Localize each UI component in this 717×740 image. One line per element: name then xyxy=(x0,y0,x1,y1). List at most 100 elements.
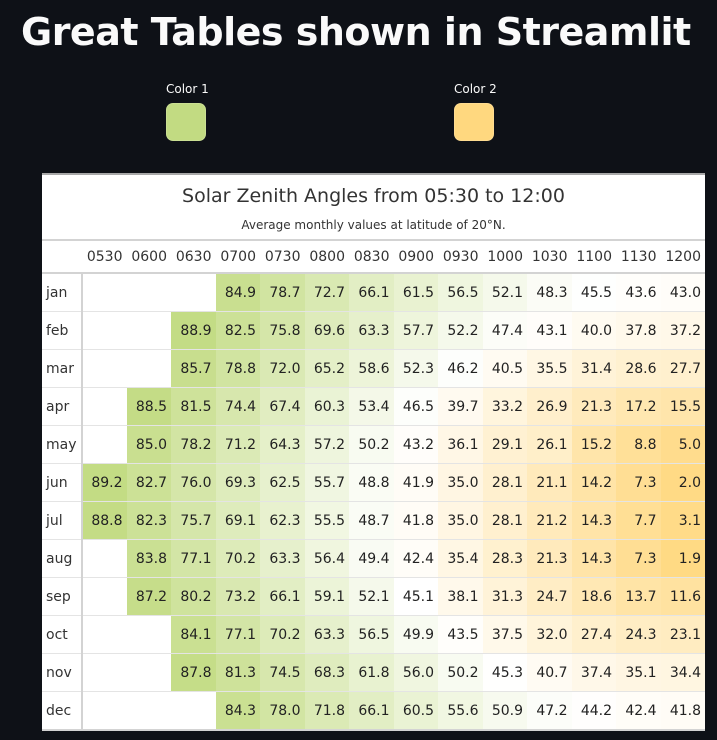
table-cell: 24.7 xyxy=(527,577,572,616)
table-cell: 35.4 xyxy=(438,539,483,578)
table-cell: 38.1 xyxy=(438,577,483,616)
table-title: Solar Zenith Angles from 05:30 to 12:00 xyxy=(182,185,565,207)
table-row: nov 87.8 81.3 74.5 68.3 61.8 56.0 50.2 45.3 40.7 3… xyxy=(42,653,705,692)
table-cell xyxy=(82,577,127,616)
table-cell: 75.8 xyxy=(260,311,305,350)
table-cell: 15.2 xyxy=(571,425,616,464)
table-cell: 71.8 xyxy=(304,691,349,731)
table-cell: 36.1 xyxy=(438,425,483,464)
column-header: 0900 xyxy=(393,241,438,274)
table-cell: 40.5 xyxy=(482,349,527,388)
row-label: mar xyxy=(42,349,83,388)
table-cell: 82.5 xyxy=(215,311,260,350)
table-cell: 62.3 xyxy=(260,501,305,540)
table-cell: 82.7 xyxy=(126,463,171,502)
table-cell: 28.1 xyxy=(482,463,527,502)
table-cell: 69.3 xyxy=(215,463,260,502)
column-header: 1200 xyxy=(660,241,705,274)
color-picker-2-swatch[interactable] xyxy=(454,103,494,141)
table-cell: 56.5 xyxy=(349,615,394,654)
table-cell: 55.7 xyxy=(304,463,349,502)
table-cell: 48.3 xyxy=(527,273,572,312)
table-cell: 37.8 xyxy=(616,311,661,350)
table-cell xyxy=(82,615,127,654)
table-cell: 85.7 xyxy=(171,349,216,388)
column-header: 1030 xyxy=(527,241,572,274)
table-cell xyxy=(171,691,216,731)
table-cell: 21.2 xyxy=(527,501,572,540)
table-cell: 37.2 xyxy=(660,311,705,350)
table-cell: 45.3 xyxy=(482,653,527,692)
table-cell: 80.2 xyxy=(171,577,216,616)
table-cell: 37.4 xyxy=(571,653,616,692)
table-cell xyxy=(126,615,171,654)
table-cell: 35.0 xyxy=(438,501,483,540)
row-label: dec xyxy=(42,691,83,731)
table-cell: 87.8 xyxy=(171,653,216,692)
table-cell: 77.1 xyxy=(215,615,260,654)
table-cell: 56.0 xyxy=(393,653,438,692)
table-cell: 5.0 xyxy=(660,425,705,464)
color-picker-2: Color 2 xyxy=(454,82,514,141)
table-cell: 67.4 xyxy=(260,387,305,426)
table-cell: 44.2 xyxy=(571,691,616,731)
table-cell: 14.2 xyxy=(571,463,616,502)
table-cell: 13.7 xyxy=(616,577,661,616)
column-header: 1130 xyxy=(616,241,661,274)
table-cell: 17.2 xyxy=(616,387,661,426)
table-cell: 63.3 xyxy=(304,615,349,654)
table-cell: 43.0 xyxy=(660,273,705,312)
table-cell xyxy=(126,653,171,692)
table-cell: 35.5 xyxy=(527,349,572,388)
table-cell: 43.5 xyxy=(438,615,483,654)
color-picker-2-label: Color 2 xyxy=(454,82,497,96)
table-cell: 89.2 xyxy=(82,463,127,502)
table-cell: 73.2 xyxy=(215,577,260,616)
table-cell: 71.2 xyxy=(215,425,260,464)
table-cell: 78.8 xyxy=(215,349,260,388)
table-cell xyxy=(126,311,171,350)
table-cell: 88.9 xyxy=(171,311,216,350)
table-cell: 70.2 xyxy=(215,539,260,578)
column-header: 1100 xyxy=(571,241,616,274)
table-cell: 57.2 xyxy=(304,425,349,464)
table-cell: 60.3 xyxy=(304,387,349,426)
table-subtitle: Average monthly values at latitude of 20… xyxy=(42,215,705,241)
color-picker-1-swatch[interactable] xyxy=(166,103,206,141)
table-cell: 27.4 xyxy=(571,615,616,654)
table-cell: 27.7 xyxy=(660,349,705,388)
table-cell: 74.5 xyxy=(260,653,305,692)
table-cell: 64.3 xyxy=(260,425,305,464)
table-cell: 63.3 xyxy=(260,539,305,578)
table-cell: 26.1 xyxy=(527,425,572,464)
table-cell: 59.1 xyxy=(304,577,349,616)
table-cell: 61.8 xyxy=(349,653,394,692)
row-label: apr xyxy=(42,387,83,426)
table-cell xyxy=(82,425,127,464)
table-cell: 32.0 xyxy=(527,615,572,654)
table-cell: 3.1 xyxy=(660,501,705,540)
table-cell: 24.3 xyxy=(616,615,661,654)
column-header: 0600 xyxy=(126,241,171,274)
table-cell: 7.7 xyxy=(616,501,661,540)
table-cell: 14.3 xyxy=(571,501,616,540)
row-label: nov xyxy=(42,653,83,692)
row-label: sep xyxy=(42,577,83,616)
table-cell: 23.1 xyxy=(660,615,705,654)
table-row: aug 83.8 77.1 70.2 63.3 56.4 49.4 42.4 35.4 28.3 2… xyxy=(42,539,705,578)
table-cell: 49.4 xyxy=(349,539,394,578)
table-cell xyxy=(82,311,127,350)
table-cell xyxy=(82,387,127,426)
table-cell: 21.3 xyxy=(571,387,616,426)
table-cell: 46.2 xyxy=(438,349,483,388)
table-row: may 85.0 78.2 71.2 64.3 57.2 50.2 43.2 36.1 29.1 2… xyxy=(42,425,705,464)
table-row: dec 84.3 78.0 71.8 66.1 60.5 55.6 50.9 47.2 44.2 4… xyxy=(42,691,705,731)
table-cell: 40.7 xyxy=(527,653,572,692)
table-cell: 41.9 xyxy=(393,463,438,502)
row-label: feb xyxy=(42,311,83,350)
table-cell: 53.4 xyxy=(349,387,394,426)
table-cell: 70.2 xyxy=(260,615,305,654)
solar-zenith-table: Solar Zenith Angles from 05:30 to 12:00 … xyxy=(42,173,705,731)
table-cell: 52.3 xyxy=(393,349,438,388)
column-header: 0700 xyxy=(215,241,260,274)
